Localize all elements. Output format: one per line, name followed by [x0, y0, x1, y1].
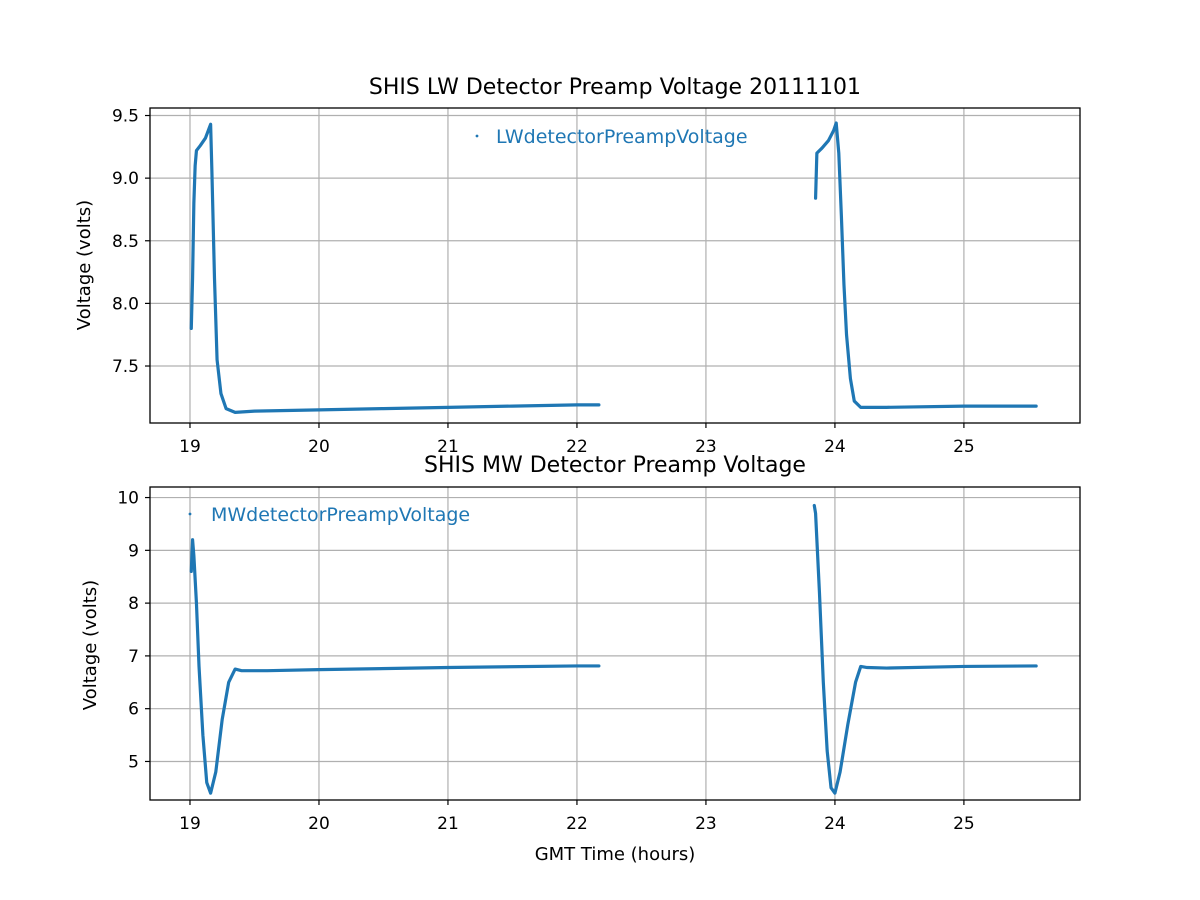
bottom-chart-title: SHIS MW Detector Preamp Voltage [424, 453, 806, 478]
top-legend-marker [475, 134, 479, 138]
top-axes-frame [149, 107, 1081, 424]
y-tick-label: 8.5 [112, 232, 139, 252]
x-tick-label: 21 [437, 814, 459, 834]
bottom-y-axis-label: Voltage (volts) [80, 580, 101, 710]
bottom-legend: MWdetectorPreampVoltage [188, 504, 470, 526]
y-tick-label: 7 [128, 647, 139, 667]
y-tick-label: 9.0 [112, 169, 139, 189]
y-tick-label: 7.5 [112, 357, 139, 377]
top-series-line-segment-2 [813, 121, 1038, 409]
x-tick-label: 22 [566, 437, 588, 457]
top-legend-label: LWdetectorPreampVoltage [496, 126, 748, 148]
x-tick-label: 24 [824, 437, 846, 457]
x-tick-label: 20 [308, 814, 330, 834]
bottom-legend-label: MWdetectorPreampVoltage [211, 504, 470, 526]
y-tick-label: 8 [128, 594, 139, 614]
x-tick-label: 22 [566, 814, 588, 834]
x-tick-label: 25 [953, 437, 975, 457]
x-tick-label: 23 [695, 814, 717, 834]
x-tick-label: 21 [437, 437, 459, 457]
bottom-series-line-segment-1 [189, 538, 601, 795]
y-tick-label: 8.0 [112, 294, 139, 314]
top-legend: LWdetectorPreampVoltage [475, 126, 748, 148]
x-tick-label: 19 [179, 437, 201, 457]
top-chart-title: SHIS LW Detector Preamp Voltage 20111101 [369, 75, 861, 100]
top-tick-labels: 19 20 21 22 23 24 25 7.5 8.0 8.5 9.0 9.5 [112, 107, 975, 457]
bottom-subplot: SHIS MW Detector Preamp Voltage Voltage … [80, 453, 1081, 865]
x-tick-label: 19 [179, 814, 201, 834]
bottom-tick-labels: 19 20 21 22 23 24 25 5 6 7 8 9 10 [117, 489, 974, 834]
bottom-series-line-segment-2 [812, 503, 1038, 795]
bottom-grid [150, 487, 1080, 800]
top-series-line-segment-1 [189, 122, 601, 414]
y-tick-label: 9 [128, 541, 139, 561]
bottom-x-axis-label: GMT Time (hours) [535, 844, 696, 865]
top-data-series [189, 121, 1038, 414]
x-tick-label: 20 [308, 437, 330, 457]
top-y-axis-label: Voltage (volts) [74, 200, 95, 330]
y-tick-label: 6 [128, 700, 139, 720]
x-tick-label: 23 [695, 437, 717, 457]
top-grid [150, 108, 1080, 423]
bottom-data-series [189, 503, 1038, 795]
y-tick-label: 9.5 [112, 107, 139, 127]
top-subplot: SHIS LW Detector Preamp Voltage 20111101… [74, 75, 1081, 457]
y-tick-label: 5 [128, 752, 139, 772]
y-tick-label: 10 [117, 489, 139, 509]
x-tick-label: 25 [953, 814, 975, 834]
bottom-axes-frame [149, 486, 1081, 801]
x-tick-label: 24 [824, 814, 846, 834]
bottom-legend-marker [188, 512, 192, 516]
